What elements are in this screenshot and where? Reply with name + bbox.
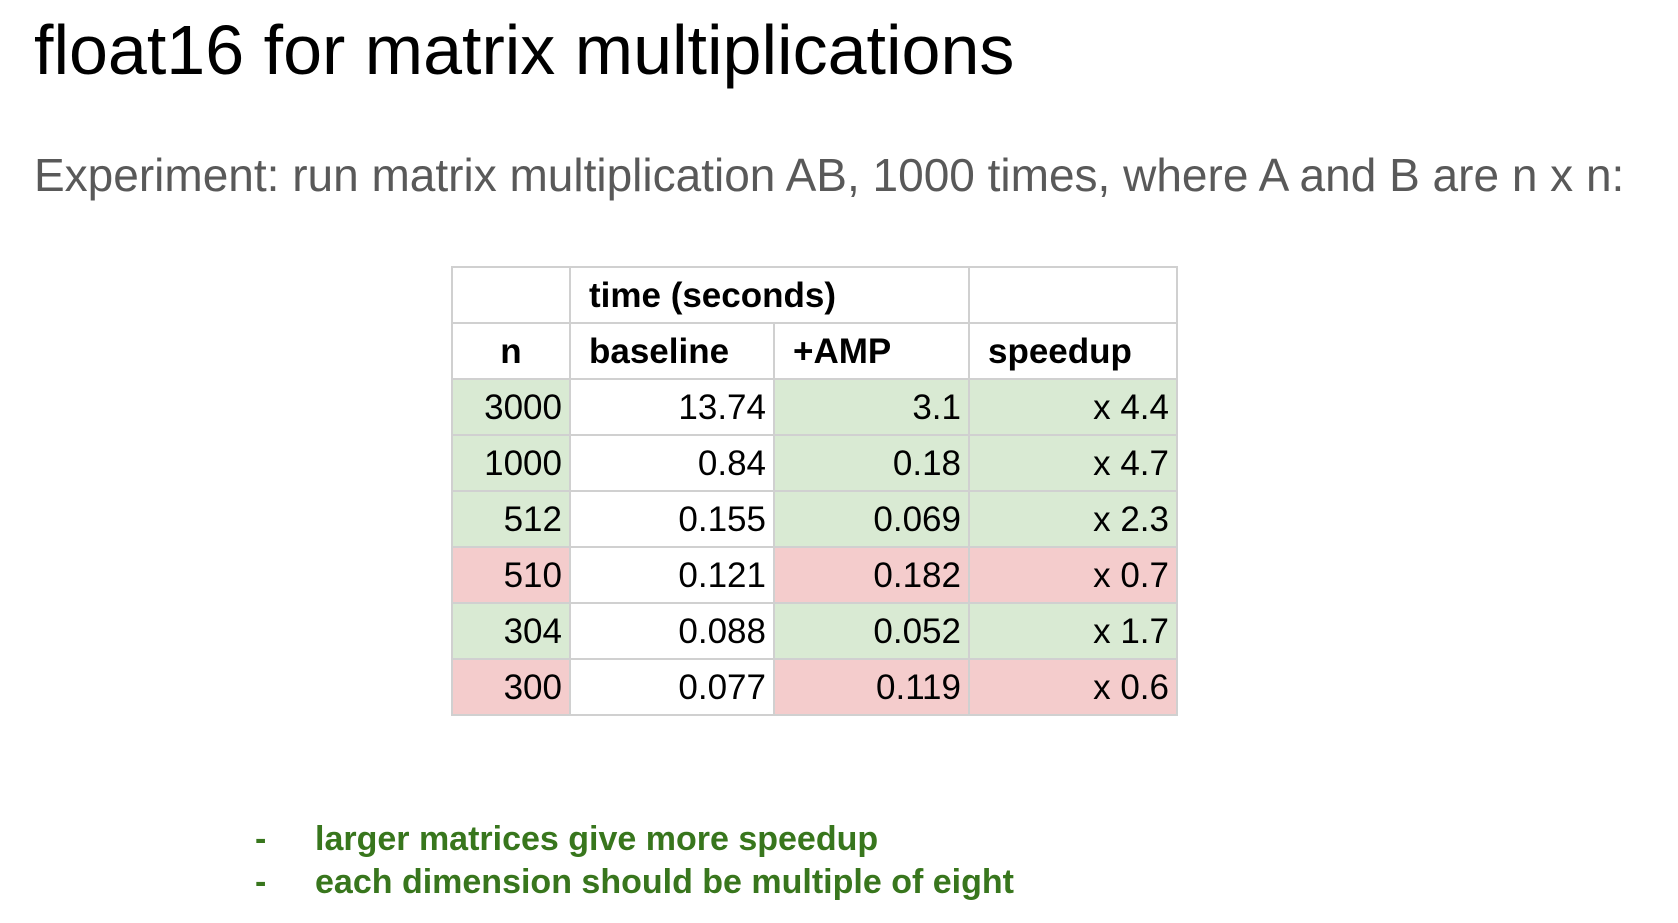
note-item: - each dimension should be multiple of e…	[255, 861, 1014, 904]
cell-speedup: x 4.4	[968, 378, 1178, 436]
note-bullet: -	[255, 863, 267, 901]
empty-header-cell	[968, 266, 1178, 324]
table-row: 3000 13.74 3.1 x 4.4	[451, 378, 1178, 436]
header-amp: +AMP	[773, 322, 970, 380]
cell-speedup: x 2.3	[968, 490, 1178, 548]
cell-amp: 0.069	[773, 490, 970, 548]
header-baseline: baseline	[569, 322, 775, 380]
cell-n: 304	[451, 602, 571, 660]
cell-n: 1000	[451, 434, 571, 492]
conclusion-notes: - larger matrices give more speedup - ea…	[255, 818, 1014, 904]
header-speedup: speedup	[968, 322, 1178, 380]
cell-baseline: 0.155	[569, 490, 775, 548]
results-table-container: time (seconds) n baseline +AMP speedup 3…	[451, 266, 1178, 716]
cell-amp: 3.1	[773, 378, 970, 436]
note-bullet: -	[255, 820, 267, 858]
cell-baseline: 0.84	[569, 434, 775, 492]
table-body: 3000 13.74 3.1 x 4.4 1000 0.84 0.18 x 4.7 512 0.1…	[451, 378, 1178, 716]
cell-baseline: 0.077	[569, 658, 775, 716]
cell-baseline: 0.121	[569, 546, 775, 604]
cell-baseline: 0.088	[569, 602, 775, 660]
table-row: 304 0.088 0.052 x 1.7	[451, 602, 1178, 660]
cell-speedup: x 4.7	[968, 434, 1178, 492]
table-group-header-row: time (seconds)	[451, 266, 1178, 324]
table-header-row: n baseline +AMP speedup	[451, 322, 1178, 380]
cell-speedup: x 0.7	[968, 546, 1178, 604]
note-text: each dimension should be multiple of eig…	[315, 863, 1014, 901]
time-group-header: time (seconds)	[569, 266, 970, 324]
table-row: 300 0.077 0.119 x 0.6	[451, 658, 1178, 716]
cell-n: 512	[451, 490, 571, 548]
slide-title: float16 for matrix multiplications	[34, 11, 1015, 89]
experiment-description: Experiment: run matrix multiplication AB…	[34, 149, 1625, 201]
note-item: - larger matrices give more speedup	[255, 818, 1014, 861]
cell-amp: 0.182	[773, 546, 970, 604]
cell-baseline: 13.74	[569, 378, 775, 436]
cell-speedup: x 1.7	[968, 602, 1178, 660]
cell-n: 3000	[451, 378, 571, 436]
note-text: larger matrices give more speedup	[315, 820, 879, 858]
cell-speedup: x 0.6	[968, 658, 1178, 716]
table-row: 510 0.121 0.182 x 0.7	[451, 546, 1178, 604]
cell-n: 510	[451, 546, 571, 604]
empty-header-cell	[451, 266, 571, 324]
cell-amp: 0.119	[773, 658, 970, 716]
cell-n: 300	[451, 658, 571, 716]
table-row: 512 0.155 0.069 x 2.3	[451, 490, 1178, 548]
header-n: n	[451, 322, 571, 380]
results-table: time (seconds) n baseline +AMP speedup 3…	[451, 266, 1178, 716]
cell-amp: 0.18	[773, 434, 970, 492]
table-row: 1000 0.84 0.18 x 4.7	[451, 434, 1178, 492]
cell-amp: 0.052	[773, 602, 970, 660]
